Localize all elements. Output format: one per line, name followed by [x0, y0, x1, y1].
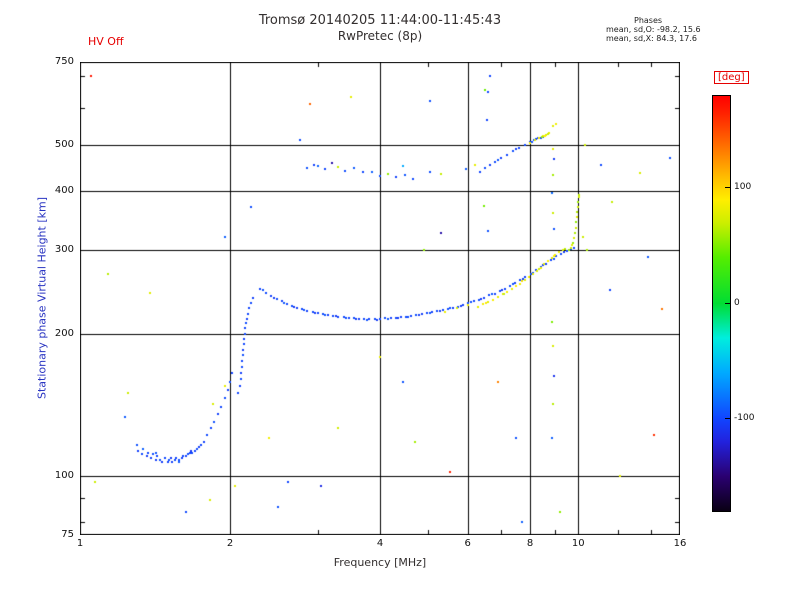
x-tick-label: 2: [226, 538, 234, 549]
plot-title: Tromsø 20140205 11:44:00-11:45:43: [258, 13, 502, 28]
y-tick-label: 750: [54, 56, 74, 67]
y-tick-label: 200: [54, 327, 74, 339]
colorbar: [712, 95, 731, 512]
y-tick-label: 100: [54, 469, 74, 481]
y-tick-label: 400: [54, 185, 74, 197]
y-axis-label: Stationary phase Virtual Height [km]: [35, 196, 49, 400]
hv-status-label: HV Off: [88, 35, 124, 48]
plot-area: [80, 62, 680, 535]
x-tick-label: 10: [571, 538, 585, 549]
y-tick-label: 500: [54, 139, 74, 151]
phase-stats: Phases mean, sd,O: -98.2, 15.6 mean, sd,…: [606, 16, 701, 43]
y-tick-label: 300: [54, 244, 74, 256]
x-tick-label: 1: [76, 538, 84, 549]
x-axis-label: Frequency [MHz]: [333, 556, 427, 569]
x-tick-label: 16: [673, 538, 687, 549]
x-tick-label: 6: [464, 538, 471, 549]
x-tick-label: 4: [376, 538, 384, 549]
phase-stats-title: Phases: [634, 16, 663, 25]
plot-subtitle: RwPretec (8p): [337, 29, 423, 43]
colorbar-tick-label: -100: [734, 413, 755, 423]
colorbar-unit-label: [deg]: [714, 71, 749, 84]
colorbar-tick: [725, 187, 730, 188]
colorbar-tick: [725, 303, 730, 304]
colorbar-tick-label: 0: [734, 298, 740, 308]
colorbar-tick-label: 100: [734, 182, 752, 192]
phase-stats-o-line: mean, sd,O: -98.2, 15.6: [606, 25, 701, 34]
colorbar-tick: [725, 418, 730, 419]
scatter-canvas: [80, 62, 680, 535]
x-tick-label: 8: [526, 538, 534, 549]
y-tick-label: 75: [61, 529, 74, 540]
phase-stats-x-line: mean, sd,X: 84.3, 17.6: [606, 34, 697, 43]
